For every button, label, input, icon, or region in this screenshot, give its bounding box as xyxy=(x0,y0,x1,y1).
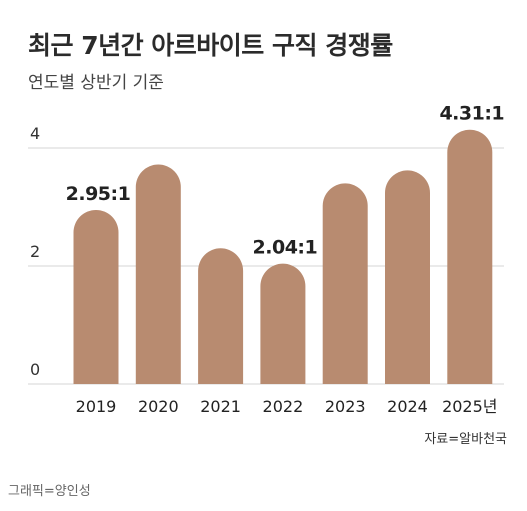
data-label: 4.31:1 xyxy=(439,103,504,125)
x-tick-label: 2019 xyxy=(76,397,117,416)
x-tick-label: 2020 xyxy=(138,397,179,416)
bar xyxy=(447,129,493,384)
data-label: 2.95:1 xyxy=(66,183,131,205)
chart-subtitle: 연도별 상반기 기준 xyxy=(28,73,164,93)
y-tick-label: 0 xyxy=(30,360,40,379)
bar xyxy=(322,183,368,384)
label-layer: 2019 2.95:1 2020 2021 2022 2.04:1 2023 2024 2025… xyxy=(66,103,505,416)
x-tick-label: 2024 xyxy=(387,397,428,416)
source-note: 자료=알바천국 xyxy=(424,432,507,447)
y-tick-label: 2 xyxy=(30,242,40,261)
data-label: 2.04:1 xyxy=(253,237,318,259)
bar-layer xyxy=(73,129,493,384)
bar xyxy=(135,164,181,384)
x-tick-label: 2023 xyxy=(325,397,366,416)
bar xyxy=(260,263,306,384)
y-tick-label: 4 xyxy=(30,124,40,143)
bar xyxy=(385,170,430,384)
bar xyxy=(198,248,244,384)
graphic-credit: 그래픽=양인성 xyxy=(8,484,91,499)
chart-title: 최근 7년간 아르바이트 구직 경쟁률 xyxy=(28,31,393,60)
x-tick-label: 2021 xyxy=(200,397,241,416)
x-tick-label: 2022 xyxy=(263,397,304,416)
bar xyxy=(73,209,119,384)
x-tick-label: 2025년 xyxy=(442,397,497,416)
